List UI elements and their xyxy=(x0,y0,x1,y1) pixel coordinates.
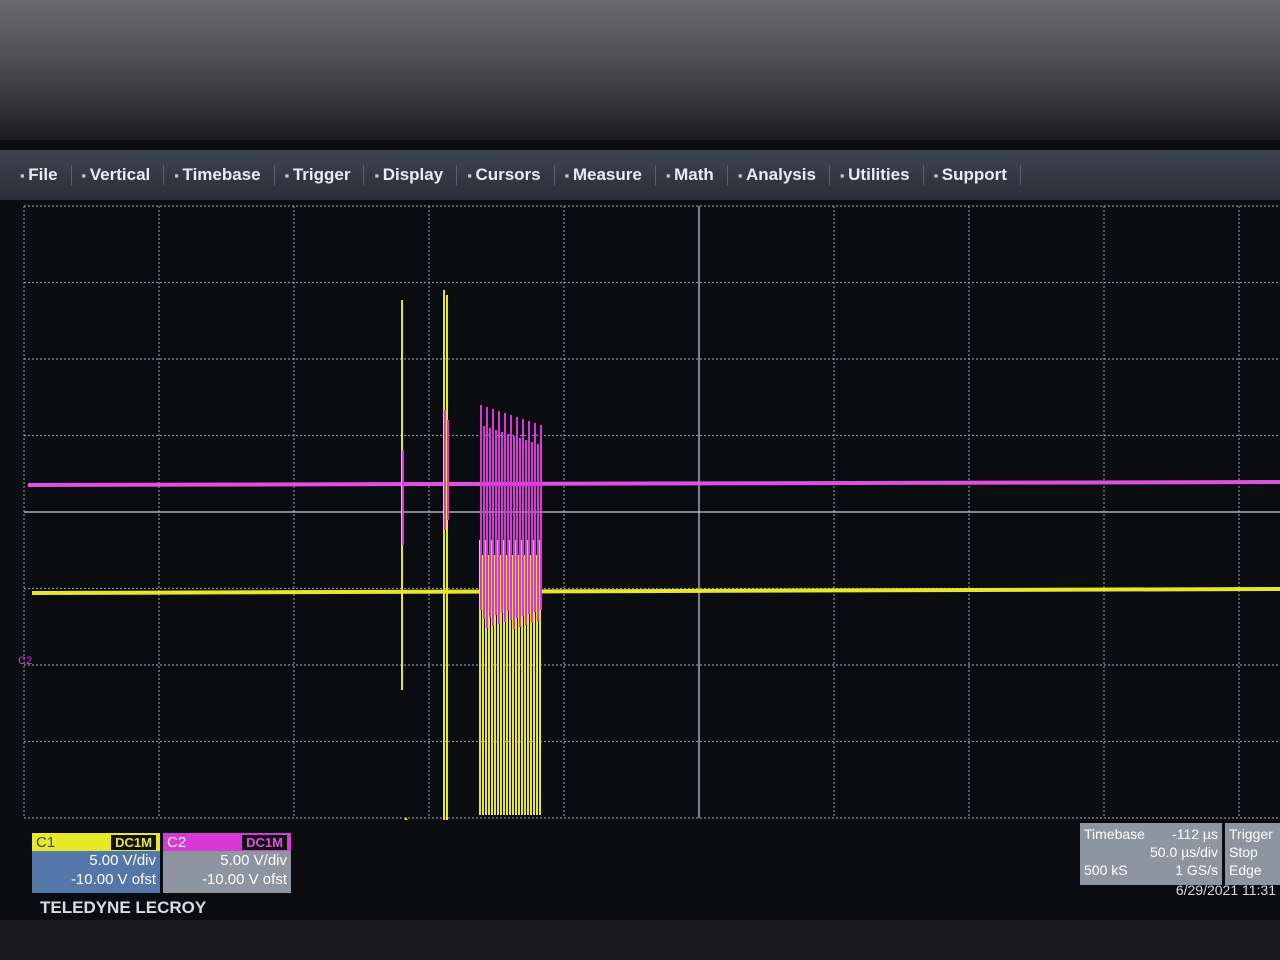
trigger-box[interactable]: Trigger Stop Edge xyxy=(1225,823,1280,885)
brand: TELEDYNE LECROY xyxy=(40,898,207,917)
channel-name: C1 xyxy=(36,833,56,851)
offset: -10.00 V ofst xyxy=(201,871,287,888)
menu-item[interactable]: Math xyxy=(656,165,728,185)
menu-item[interactable]: Timebase xyxy=(164,165,275,185)
rate: 1 GS/s xyxy=(1175,862,1218,878)
datetime: 6/29/2021 11:31 xyxy=(1175,882,1276,898)
scope-screen: FileVerticalTimebaseTriggerDisplayCursor… xyxy=(0,140,1280,920)
trace-c2 xyxy=(27,480,1280,487)
channel-header: C1 DC1M xyxy=(32,833,160,851)
menu-item[interactable]: Trigger xyxy=(275,165,365,185)
row: 500 kS 1 GS/s xyxy=(1084,861,1218,879)
vdiv: 5.00 V/div xyxy=(220,852,287,869)
menu-item[interactable]: Measure xyxy=(555,165,656,185)
samples: 500 kS xyxy=(1084,862,1128,878)
timebase-box[interactable]: Timebase -112 µs 50.0 µs/div 500 kS 1 GS/s xyxy=(1080,823,1222,885)
waveform-display: C2 xyxy=(18,205,1280,820)
coupling: DC1M xyxy=(111,834,156,850)
coupling: DC1M xyxy=(242,834,287,850)
vdiv: 5.00 V/div xyxy=(89,852,156,869)
menu-item[interactable]: Vertical xyxy=(72,165,165,185)
channel-marker: C2 xyxy=(18,655,32,667)
menu-item[interactable]: File xyxy=(10,165,72,185)
menu-bar: FileVerticalTimebaseTriggerDisplayCursor… xyxy=(0,150,1280,200)
delay: -112 µs xyxy=(1172,826,1218,842)
trigger-marker xyxy=(404,817,408,820)
mode: Stop xyxy=(1229,844,1258,860)
tdiv: 50.0 µs/div xyxy=(1150,844,1218,860)
trace-c1 xyxy=(31,587,1280,595)
type: Edge xyxy=(1229,862,1262,878)
label: Timebase xyxy=(1084,826,1145,842)
menu-item[interactable]: Analysis xyxy=(728,165,830,185)
menu-item[interactable]: Support xyxy=(924,165,1021,185)
offset: -10.00 V ofst xyxy=(70,871,156,888)
channel-header: C2 DC1M xyxy=(163,833,291,851)
menu-item[interactable]: Utilities xyxy=(830,165,924,185)
row: Timebase -112 µs xyxy=(1084,825,1218,843)
channel-name: C2 xyxy=(167,833,187,851)
channel-2-box[interactable]: C2 DC1M 5.00 V/div -10.00 V ofst xyxy=(163,833,291,893)
channel-body: 5.00 V/div -10.00 V ofst xyxy=(32,851,160,893)
menu-item[interactable]: Cursors xyxy=(457,165,555,185)
menu-item[interactable]: Display xyxy=(364,165,458,185)
channel-body: 5.00 V/div -10.00 V ofst xyxy=(163,851,291,893)
channel-1-box[interactable]: C1 DC1M 5.00 V/div -10.00 V ofst xyxy=(32,833,160,893)
label: Trigger xyxy=(1229,826,1273,842)
